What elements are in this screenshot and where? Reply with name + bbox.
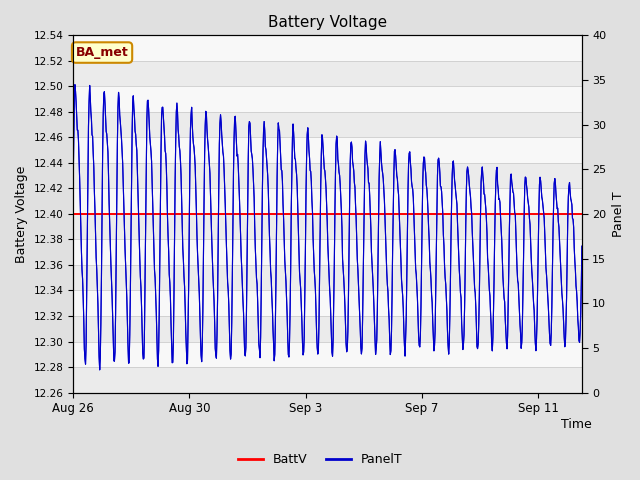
Bar [73, 36, 582, 61]
Bar [73, 341, 582, 367]
Y-axis label: Battery Voltage: Battery Voltage [15, 165, 28, 263]
X-axis label: Time: Time [561, 418, 592, 431]
Y-axis label: Panel T: Panel T [612, 191, 625, 237]
Bar [73, 367, 582, 393]
Bar [73, 112, 582, 137]
Bar [73, 214, 582, 240]
Bar [73, 240, 582, 265]
Bar [73, 61, 582, 86]
Bar [73, 137, 582, 163]
Title: Battery Voltage: Battery Voltage [268, 15, 387, 30]
Bar [73, 86, 582, 112]
Bar [73, 265, 582, 290]
Bar [73, 290, 582, 316]
Text: BA_met: BA_met [76, 46, 129, 59]
Bar [73, 316, 582, 341]
Bar [73, 189, 582, 214]
Bar [73, 163, 582, 189]
Legend: BattV, PanelT: BattV, PanelT [232, 448, 408, 471]
